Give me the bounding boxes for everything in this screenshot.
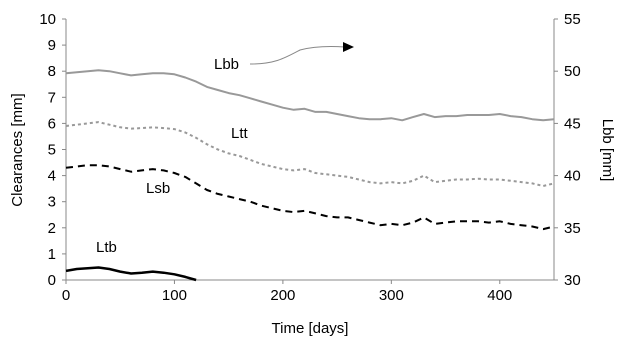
y-left-tick-label: 7 (48, 89, 56, 106)
series-line-lsb (65, 164, 555, 231)
series-line-ltt (65, 121, 555, 187)
series-label-lbb: Lbb (214, 56, 239, 73)
y-left-tick-label: 10 (39, 11, 56, 28)
series-label-ltb: Ltb (96, 239, 117, 256)
y-left-tick-label: 5 (48, 142, 56, 159)
x-tick-label: 400 (487, 287, 512, 304)
y-left-tick-label: 2 (48, 220, 56, 237)
y-right-ticks: 30 35 40 45 50 55 (554, 11, 581, 289)
y-left-tick-label: 8 (48, 63, 56, 80)
x-tick-label: 200 (270, 287, 295, 304)
y-right-tick-label: 55 (564, 11, 581, 28)
y-right-tick-label: 50 (564, 63, 581, 80)
y-left-tick-label: 6 (48, 115, 56, 132)
series-label-lsb: Lsb (146, 180, 170, 197)
series-layer (65, 69, 555, 282)
plot-area (66, 19, 554, 280)
y-left-tick-label: 0 (48, 272, 56, 289)
series-line-lbb (65, 69, 555, 122)
arrowhead-icon (343, 42, 354, 52)
x-tick-label: 300 (379, 287, 404, 304)
lbb-arrow (249, 45, 346, 65)
x-tick-label: 100 (162, 287, 187, 304)
x-ticks: 0 100 200 300 400 (62, 280, 512, 304)
series-label-ltt: Ltt (231, 125, 249, 142)
x-tick-label: 0 (62, 287, 70, 304)
y-left-axis-title: Clearances [mm] (9, 93, 26, 206)
y-left-tick-label: 4 (48, 168, 56, 185)
y-right-axis-title: Lbb [mm] (599, 119, 616, 182)
y-right-tick-label: 30 (564, 272, 581, 289)
y-left-tick-label: 1 (48, 246, 56, 263)
y-left-ticks: 0 1 2 3 4 5 6 7 8 9 10 (39, 11, 66, 289)
y-left-tick-label: 3 (48, 194, 56, 211)
y-right-tick-label: 45 (564, 115, 581, 132)
y-left-tick-label: 9 (48, 37, 56, 54)
series-line-ltb (65, 266, 197, 282)
x-axis-title: Time [days] (272, 320, 349, 337)
y-right-tick-label: 40 (564, 168, 581, 185)
y-right-tick-label: 35 (564, 220, 581, 237)
